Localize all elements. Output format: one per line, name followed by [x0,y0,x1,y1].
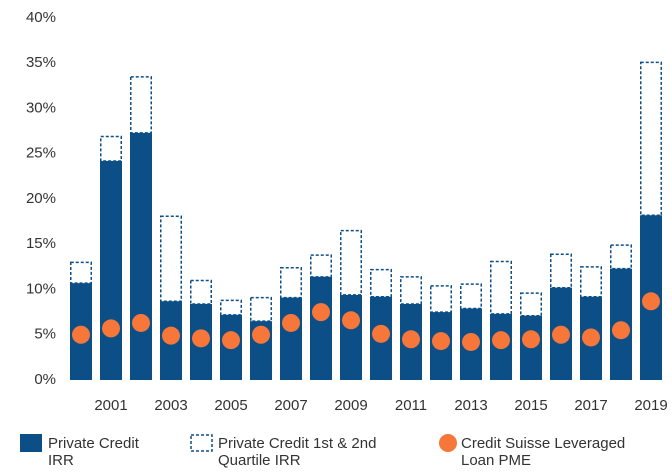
quartile-range [580,266,602,298]
quartile-range [400,276,422,305]
bar [310,276,332,380]
pme-dot [462,332,480,351]
quartile-range [220,299,242,316]
pme-dot [162,326,180,345]
legend-label: Credit Suisse Leveraged Loan PME [461,435,626,469]
quartile-range [520,292,542,317]
pme-dot [522,330,540,349]
y-tick-label: 35% [26,54,56,71]
x-tick-label: 2003 [154,397,187,414]
quartile-range [490,260,512,315]
pme-dot [642,292,660,311]
y-tick-label: 30% [26,99,56,116]
y-tick-label: 40% [26,9,56,26]
x-tick-label: 2001 [94,397,127,414]
x-tick-label: 2013 [454,397,487,414]
x-tick-label: 2009 [334,397,367,414]
x-tick-label: 2005 [214,397,247,414]
y-tick-label: 5% [34,326,56,343]
pme-dot [282,313,300,332]
pme-dot [372,324,390,343]
pme-dot [432,332,450,351]
quartile-range [100,135,122,162]
y-tick-label: 0% [34,371,56,388]
y-tick-label: 25% [26,145,56,162]
quartile-range [610,244,632,270]
bar [280,297,302,380]
bar [100,160,122,380]
legend-swatch [20,434,42,452]
pme-dot [612,321,630,340]
x-tick-label: 2015 [514,397,547,414]
pme-dot [582,328,600,347]
quartile-range [550,253,572,289]
bar [130,132,152,380]
pme-dot [222,331,240,350]
y-tick-label: 15% [26,235,56,252]
quartile-range [430,285,452,313]
x-tick-label: 2017 [574,397,607,414]
pme-dot [72,325,90,344]
quartile-range [340,229,362,296]
y-tick-label: 20% [26,190,56,207]
quartile-range [280,267,302,299]
quartile-range [370,268,392,298]
quartile-range [250,296,272,322]
legend-swatch [190,434,213,452]
quartile-range [70,261,92,284]
pme-dot [192,329,210,348]
pme-dot [402,330,420,349]
pme-dot [492,331,510,350]
pme-dot [552,325,570,344]
quartile-range [190,279,212,305]
pme-dot [342,311,360,330]
quartile-range [640,61,662,217]
legend-label: Private Credit IRR [48,435,139,469]
quartile-range [460,283,482,310]
pme-dot [252,325,270,344]
x-tick-label: 2007 [274,397,307,414]
quartile-range [160,215,182,303]
quartile-range [130,76,152,134]
pme-dot [132,313,150,332]
legend-swatch [439,434,457,452]
bar [340,294,362,380]
y-tick-label: 10% [26,280,56,297]
pme-dot [102,319,120,338]
x-tick-label: 2011 [395,397,427,414]
legend-label: Private Credit 1st & 2nd Quartile IRR [218,435,377,469]
pme-dot [312,303,330,322]
x-tick-label: 2019 [634,397,667,414]
quartile-range [310,254,332,278]
